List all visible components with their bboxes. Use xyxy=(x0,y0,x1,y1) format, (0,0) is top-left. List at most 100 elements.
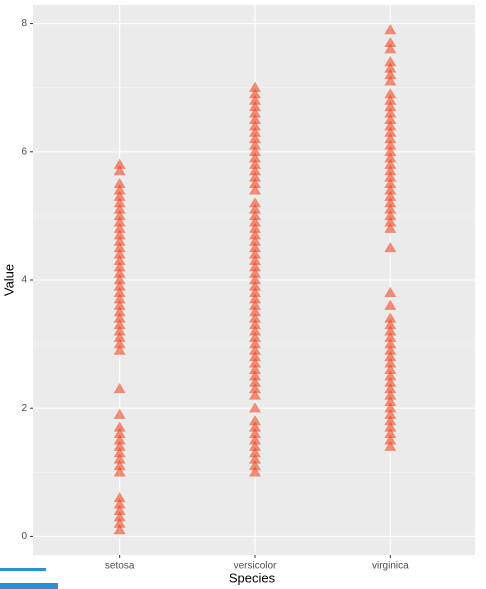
point xyxy=(113,338,126,349)
point xyxy=(249,421,261,432)
point xyxy=(249,152,261,163)
point xyxy=(249,306,261,317)
point xyxy=(113,254,126,265)
point xyxy=(249,447,261,458)
point xyxy=(384,395,397,406)
point xyxy=(249,184,261,195)
point xyxy=(113,293,126,304)
point xyxy=(384,120,397,131)
point xyxy=(384,177,397,189)
point xyxy=(384,132,397,144)
point xyxy=(384,344,397,355)
point xyxy=(249,113,261,124)
point xyxy=(249,286,261,298)
point xyxy=(113,267,126,278)
point xyxy=(249,120,261,131)
point xyxy=(384,94,397,105)
point xyxy=(113,408,126,419)
point xyxy=(384,209,397,221)
point xyxy=(384,363,397,374)
point xyxy=(384,382,397,394)
point xyxy=(249,177,261,189)
point xyxy=(384,190,397,201)
point xyxy=(384,113,397,124)
x-tick-label: versicolor xyxy=(234,561,277,572)
point xyxy=(384,43,397,54)
point xyxy=(384,338,397,349)
point xyxy=(113,427,126,439)
point xyxy=(113,280,126,291)
point xyxy=(113,235,126,246)
point xyxy=(384,299,397,310)
point xyxy=(113,286,126,298)
point xyxy=(249,235,261,246)
point xyxy=(113,177,126,189)
point xyxy=(113,197,126,208)
point xyxy=(249,466,261,477)
point xyxy=(384,139,397,150)
point xyxy=(249,241,261,253)
point xyxy=(249,88,261,99)
point xyxy=(113,491,126,503)
point xyxy=(384,88,397,99)
point xyxy=(249,318,261,330)
point xyxy=(113,261,126,272)
y-tick-label: 0 xyxy=(21,531,27,542)
point xyxy=(113,447,126,458)
point xyxy=(384,389,397,400)
point xyxy=(113,325,126,336)
y-tick-label: 6 xyxy=(21,146,27,157)
point xyxy=(113,216,126,227)
point xyxy=(249,415,261,426)
point xyxy=(249,139,261,150)
point xyxy=(113,165,126,176)
point xyxy=(249,81,261,92)
point xyxy=(249,402,261,413)
point xyxy=(384,56,397,67)
point xyxy=(113,459,126,471)
x-axis-title: Species xyxy=(229,570,276,585)
point xyxy=(113,312,126,323)
point xyxy=(384,286,397,298)
point xyxy=(384,331,397,342)
x-tick-label: virginica xyxy=(372,561,409,572)
point xyxy=(249,459,261,471)
point xyxy=(113,190,126,201)
point xyxy=(249,280,261,291)
point xyxy=(384,357,397,368)
point xyxy=(384,440,397,451)
point xyxy=(249,222,261,233)
point xyxy=(249,158,261,169)
point xyxy=(249,434,261,445)
point xyxy=(384,197,397,208)
point xyxy=(249,325,261,336)
point xyxy=(249,261,261,272)
point xyxy=(249,274,261,285)
point xyxy=(113,184,126,195)
point xyxy=(384,126,397,137)
point xyxy=(384,68,397,80)
point xyxy=(113,453,126,464)
point xyxy=(249,165,261,176)
point xyxy=(249,331,261,342)
point xyxy=(249,100,261,112)
point xyxy=(249,248,261,259)
y-tick-label: 8 xyxy=(21,18,27,29)
point xyxy=(384,107,397,118)
point xyxy=(384,184,397,195)
point xyxy=(384,325,397,336)
point xyxy=(249,197,261,208)
point xyxy=(113,209,126,221)
point xyxy=(384,376,397,387)
point xyxy=(249,216,261,227)
x-tick-label: setosa xyxy=(105,561,135,572)
point xyxy=(384,434,397,445)
point xyxy=(384,427,397,439)
point xyxy=(113,421,126,432)
point xyxy=(384,370,397,381)
point xyxy=(113,434,126,445)
point xyxy=(384,312,397,323)
point xyxy=(249,427,261,439)
point xyxy=(113,318,126,330)
